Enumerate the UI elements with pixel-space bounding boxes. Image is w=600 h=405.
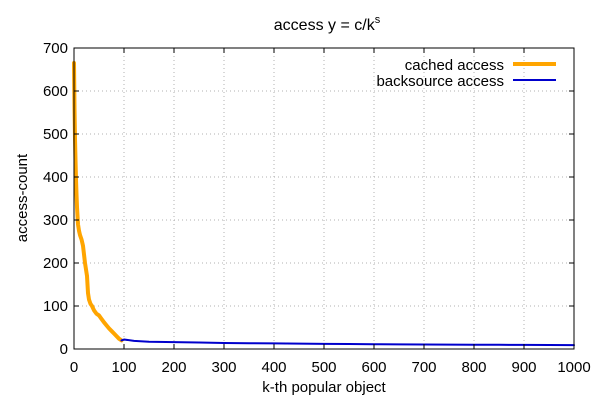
legend-label-backsource-access: backsource access [376, 73, 504, 90]
x-tick-label: 100 [111, 359, 136, 376]
y-tick-label: 100 [43, 298, 68, 315]
legend-label-cached-access: cached access [405, 57, 504, 74]
axis-ticks: 0 100 200 300 400 500 600 700 800 900 1000 0 100 200 3… [43, 40, 591, 376]
series-lines [72, 61, 575, 347]
series-line-cached-access [72, 61, 124, 343]
chart-title: access y = c/ks [274, 14, 381, 34]
x-tick-label: 600 [361, 359, 386, 376]
x-axis-label: k-th popular object [262, 379, 386, 396]
chart-title-base: access y = c/k [274, 17, 376, 34]
x-tick-label: 500 [311, 359, 336, 376]
chart-title-superscript: s [375, 14, 381, 26]
y-tick-label: 600 [43, 83, 68, 100]
series-line-backsource-access [120, 338, 575, 347]
y-tick-label: 700 [43, 40, 68, 57]
x-tick-label: 700 [411, 359, 436, 376]
plot-frame [73, 47, 575, 350]
x-tick-label: 1000 [557, 359, 590, 376]
x-tick-label: 900 [511, 359, 536, 376]
grid-lines [74, 48, 574, 349]
x-tick-label: 800 [461, 359, 486, 376]
y-axis-label: access-count [14, 153, 31, 242]
y-tick-label: 400 [43, 169, 68, 186]
y-tick-label: 500 [43, 126, 68, 143]
y-tick-label: 0 [60, 341, 68, 358]
x-tick-label: 400 [261, 359, 286, 376]
legend: cached access backsource access [376, 57, 556, 90]
y-tick-label: 300 [43, 212, 68, 229]
y-tick-label: 200 [43, 255, 68, 272]
x-tick-label: 200 [161, 359, 186, 376]
x-tick-label: 0 [70, 359, 78, 376]
x-tick-label: 300 [211, 359, 236, 376]
